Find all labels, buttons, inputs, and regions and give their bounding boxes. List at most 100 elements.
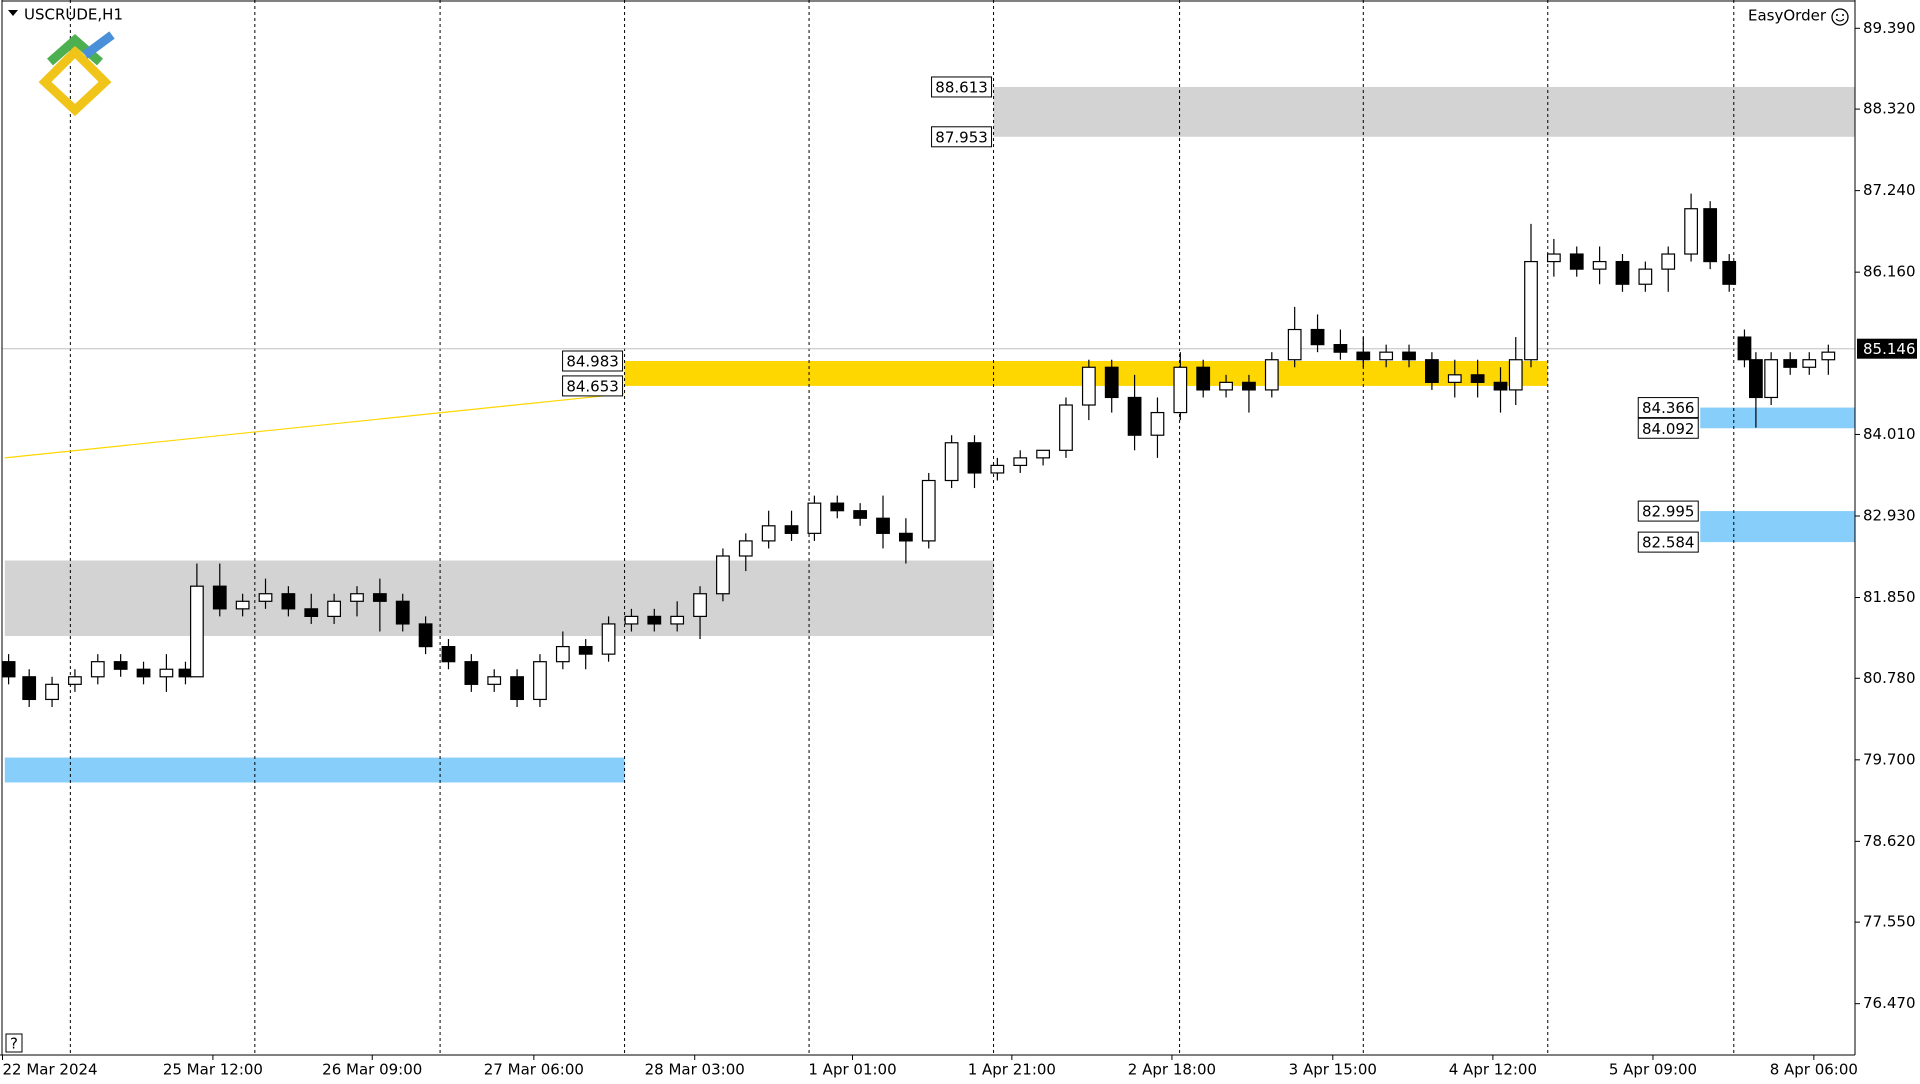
x-tick-label: 1 Apr 21:00 (968, 1061, 1056, 1079)
current-price-box (1857, 338, 1917, 359)
candle-body (1638, 268, 1653, 285)
x-tick-label: 5 Apr 09:00 (1609, 1061, 1697, 1079)
easy-order[interactable]: EasyOrder (1748, 7, 1827, 25)
candle-body (510, 676, 524, 701)
candle-body (1, 661, 16, 678)
candle-body (281, 593, 296, 610)
candle-body (1196, 366, 1211, 391)
candle-body (22, 676, 37, 701)
candle-body (1150, 411, 1165, 436)
x-tick-label: 4 Apr 12:00 (1449, 1061, 1537, 1079)
zone-label-box (562, 375, 624, 397)
x-tick-label: 8 Apr 06:00 (1770, 1061, 1858, 1079)
candle-body (1333, 344, 1348, 353)
candle-body (876, 517, 890, 534)
candle-body (1310, 328, 1325, 346)
current-price-label: 85.146 (1863, 340, 1916, 358)
candle-body (1081, 366, 1096, 406)
candle-body (418, 623, 433, 648)
trendline (4, 393, 625, 459)
candle-body (1722, 260, 1737, 285)
x-tick-label: 3 Apr 15:00 (1289, 1061, 1377, 1079)
candle-body (716, 555, 730, 595)
candle-body (113, 661, 128, 670)
candle-body (1737, 336, 1752, 361)
candle-body (1470, 374, 1485, 383)
y-tick-label: 76.470 (1863, 994, 1916, 1012)
candle-body (1592, 260, 1607, 270)
candle-body (533, 661, 547, 701)
candle-body (807, 502, 822, 534)
x-tick-label: 22 Mar 2024 (3, 1061, 98, 1079)
candle-body (830, 502, 845, 512)
candle-body (136, 668, 151, 678)
candle-body (372, 593, 387, 602)
x-tick-label: 25 Mar 12:00 (163, 1061, 263, 1079)
candle-body (1402, 351, 1416, 361)
candle-body (487, 676, 502, 685)
candle-body (327, 600, 342, 617)
zone-label: 84.366 (1642, 399, 1695, 417)
candle-body (1173, 366, 1188, 414)
candle-body (1379, 351, 1394, 361)
candle-body (921, 479, 936, 542)
y-tick-label: 84.010 (1863, 425, 1916, 443)
candle-body (898, 532, 913, 542)
candle-body (738, 540, 753, 557)
x-tick-label: 2 Apr 18:00 (1128, 1061, 1216, 1079)
zone-label: 84.983 (566, 353, 619, 371)
candle-body (1447, 374, 1462, 383)
help-button[interactable] (5, 1033, 23, 1053)
candle-body (350, 593, 364, 602)
chart-title: USCRUDE,H1 (24, 6, 123, 24)
candle-body (1104, 366, 1119, 399)
candle-body (1242, 381, 1256, 391)
candle-body (1703, 208, 1718, 263)
candle-body (212, 585, 227, 610)
zone-label-box (1637, 417, 1699, 439)
zone-label-box (1637, 500, 1699, 522)
candle-body (555, 645, 570, 663)
y-tick-label: 79.700 (1863, 750, 1916, 768)
candle-body (178, 668, 193, 678)
candle-body (90, 661, 105, 678)
help-text[interactable]: ? (10, 1035, 18, 1053)
zone (4, 757, 625, 783)
candle-body (190, 585, 204, 678)
x-tick-label: 1 Apr 01:00 (808, 1061, 896, 1079)
candle-body (1219, 381, 1233, 391)
plot: 88.613 87.953 84.983 84.653 84.366 84.092 82.9… (1, 0, 1855, 1055)
candle-body (1524, 260, 1538, 361)
candle-body (1356, 351, 1371, 361)
zone-label: 82.995 (1642, 503, 1695, 521)
zone-label-box (931, 126, 993, 148)
zone (1700, 511, 1855, 543)
y-tick-label: 82.930 (1863, 506, 1916, 524)
zone (1700, 407, 1855, 429)
candle-body (1425, 359, 1439, 383)
candle-body (1661, 253, 1676, 270)
smiley[interactable] (1831, 8, 1849, 26)
candle-body (1287, 328, 1302, 361)
zone-label-box (562, 350, 624, 372)
candle-body (159, 668, 174, 678)
candle-body (1493, 381, 1508, 391)
y-tick-label: 80.780 (1863, 669, 1916, 687)
candle-body (1036, 449, 1050, 459)
zone (993, 86, 1855, 137)
candle-body (761, 525, 776, 542)
candle-body (1569, 253, 1584, 270)
candle-body (1802, 359, 1817, 368)
candle-body (670, 615, 685, 625)
candle-body (68, 676, 82, 685)
candle-body (647, 615, 662, 625)
candle-body (1264, 359, 1279, 391)
y-tick-label: 86.160 (1863, 263, 1916, 281)
candle-body (258, 593, 273, 602)
y-tick-label: 87.240 (1863, 181, 1916, 199)
candle-body (1013, 457, 1028, 467)
menu-arrow[interactable] (8, 10, 18, 16)
candle-body (601, 623, 616, 655)
